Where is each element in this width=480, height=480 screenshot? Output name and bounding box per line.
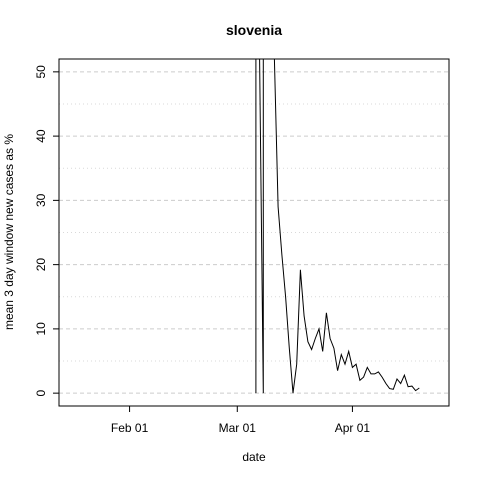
axes: 0 10 20 30 40 50 Feb 01 Mar 01 Apr 01: [34, 65, 370, 435]
grid-lines: [59, 71, 449, 394]
chart-title: slovenia: [226, 22, 282, 38]
y-tick-label: 50: [34, 65, 48, 79]
series-layer: [255, 59, 420, 394]
series-line: [255, 59, 420, 394]
x-tick-label: Apr 01: [335, 421, 371, 435]
y-tick-label: 10: [34, 322, 48, 336]
y-tick-label: 0: [34, 389, 48, 396]
y-tick-label: 40: [34, 129, 48, 143]
y-tick-label: 30: [34, 193, 48, 207]
x-tick-label: Feb 01: [111, 421, 149, 435]
y-tick-label: 20: [34, 258, 48, 272]
x-axis-label: date: [242, 450, 266, 464]
plot-frame: [58, 58, 450, 407]
y-axis-label: mean 3 day window new cases as %: [2, 134, 16, 330]
x-tick-label: Mar 01: [219, 421, 257, 435]
